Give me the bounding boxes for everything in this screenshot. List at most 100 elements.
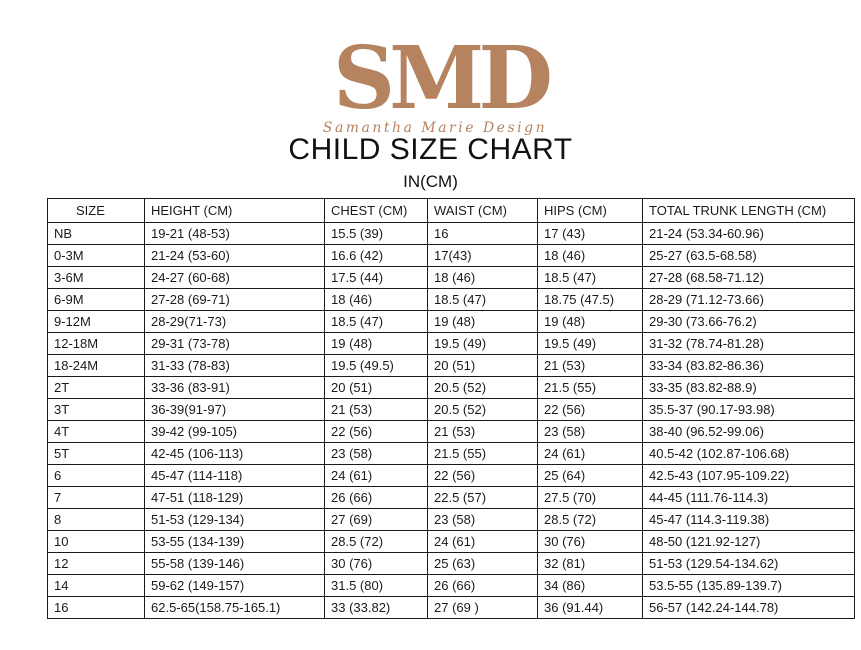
table-row: 14 59-62 (149-157) 31.5 (80) 26 (66) 34 (86)… bbox=[47, 574, 855, 597]
table-row: 3T 36-39(91-97) 21 (53) 20.5 (52) 22 (56) 35.… bbox=[47, 398, 855, 421]
table-row: NB 19-21 (48-53) 15.5 (39) 16 17 (43) 21-24 (… bbox=[47, 222, 855, 245]
table-cell: 23 (58) bbox=[427, 508, 538, 531]
table-cell: 19.5 (49) bbox=[537, 332, 643, 355]
table-cell: 19.5 (49) bbox=[427, 332, 538, 355]
table-row: 7 47-51 (118-129) 26 (66) 22.5 (57) 27.5 (70… bbox=[47, 486, 855, 509]
table-cell: 26 (66) bbox=[324, 486, 428, 509]
table-row: 4T 39-42 (99-105) 22 (56) 21 (53) 23 (58) 38-… bbox=[47, 420, 855, 443]
table-row: 6-9M 27-28 (69-71) 18 (46) 18.5 (47) 18.75 (… bbox=[47, 288, 855, 311]
table-cell: 21 (53) bbox=[427, 420, 538, 443]
table-cell: 19.5 (49.5) bbox=[324, 354, 428, 377]
table-cell: 18 (46) bbox=[427, 266, 538, 289]
table-cell: 42.5-43 (107.95-109.22) bbox=[642, 464, 855, 487]
column-header: TOTAL TRUNK LENGTH (CM) bbox=[642, 198, 855, 223]
table-cell: 27-28 (68.58-71.12) bbox=[642, 266, 855, 289]
table-row: 12-18M 29-31 (73-78) 19 (48) 19.5 (49) 19.5 … bbox=[47, 332, 855, 355]
table-cell: 21-24 (53-60) bbox=[144, 244, 325, 267]
table-cell: 18 (46) bbox=[324, 288, 428, 311]
table-cell: 53-55 (134-139) bbox=[144, 530, 325, 553]
table-cell: 18-24M bbox=[47, 354, 145, 377]
table-cell: 62.5-65(158.75-165.1) bbox=[144, 596, 325, 619]
table-cell: 19 (48) bbox=[324, 332, 428, 355]
table-cell: 16 bbox=[427, 222, 538, 245]
logo-monogram: SMD bbox=[333, 30, 549, 129]
table-cell: 12 bbox=[47, 552, 145, 575]
column-header: HIPS (CM) bbox=[537, 198, 643, 223]
table-cell: 27-28 (69-71) bbox=[144, 288, 325, 311]
table-cell: 33 (33.82) bbox=[324, 596, 428, 619]
table-cell: 27 (69) bbox=[324, 508, 428, 531]
table-cell: 26 (66) bbox=[427, 574, 538, 597]
table-row: 6 45-47 (114-118) 24 (61) 22 (56) 25 (64) 42.… bbox=[47, 464, 855, 487]
table-body: NB 19-21 (48-53) 15.5 (39) 16 17 (43) 21-24 (… bbox=[47, 222, 855, 619]
column-header: CHEST (CM) bbox=[324, 198, 428, 223]
table-row: 18-24M 31-33 (78-83) 19.5 (49.5) 20 (51) 21 … bbox=[47, 354, 855, 377]
table-row: 9-12M 28-29(71-73) 18.5 (47) 19 (48) 19 (48)… bbox=[47, 310, 855, 333]
table-cell: 33-36 (83-91) bbox=[144, 376, 325, 399]
table-row: 5T 42-45 (106-113) 23 (58) 21.5 (55) 24 (61)… bbox=[47, 442, 855, 465]
table-cell: 17(43) bbox=[427, 244, 538, 267]
table-cell: 21 (53) bbox=[537, 354, 643, 377]
page-subtitle: IN(CM) bbox=[403, 172, 458, 191]
table-cell: 23 (58) bbox=[537, 420, 643, 443]
table-cell: 56-57 (142.24-144.78) bbox=[642, 596, 855, 619]
table-row: 10 53-55 (134-139) 28.5 (72) 24 (61) 30 (76)… bbox=[47, 530, 855, 553]
table-cell: 6 bbox=[47, 464, 145, 487]
table-cell: 18.5 (47) bbox=[324, 310, 428, 333]
table-cell: 3T bbox=[47, 398, 145, 421]
table-cell: 28.5 (72) bbox=[324, 530, 428, 553]
table-cell: 19 (48) bbox=[537, 310, 643, 333]
table-cell: 28.5 (72) bbox=[537, 508, 643, 531]
table-header-row: SIZE HEIGHT (CM) CHEST (CM) WAIST (CM) HIPS … bbox=[47, 198, 855, 223]
table-row: 12 55-58 (139-146) 30 (76) 25 (63) 32 (81) 51… bbox=[47, 552, 855, 575]
table-cell: 19-21 (48-53) bbox=[144, 222, 325, 245]
size-chart-table: SIZE HEIGHT (CM) CHEST (CM) WAIST (CM) HIPS … bbox=[47, 198, 855, 619]
table-cell: 45-47 (114-118) bbox=[144, 464, 325, 487]
table-cell: 31.5 (80) bbox=[324, 574, 428, 597]
table-cell: 7 bbox=[47, 486, 145, 509]
table-cell: 28-29(71-73) bbox=[144, 310, 325, 333]
table-cell: 20 (51) bbox=[324, 376, 428, 399]
table-cell: 12-18M bbox=[47, 332, 145, 355]
table-cell: 31-32 (78.74-81.28) bbox=[642, 332, 855, 355]
table-cell: 6-9M bbox=[47, 288, 145, 311]
page-title: CHILD SIZE CHART bbox=[288, 133, 573, 166]
table-row: 3-6M 24-27 (60-68) 17.5 (44) 18 (46) 18.5 (4… bbox=[47, 266, 855, 289]
table-cell: 42-45 (106-113) bbox=[144, 442, 325, 465]
table-cell: 39-42 (99-105) bbox=[144, 420, 325, 443]
table-cell: 29-31 (73-78) bbox=[144, 332, 325, 355]
table-cell: 36 (91.44) bbox=[537, 596, 643, 619]
table-cell: 45-47 (114.3-119.38) bbox=[642, 508, 855, 531]
table-cell: 19 (48) bbox=[427, 310, 538, 333]
table-cell: 5T bbox=[47, 442, 145, 465]
table-cell: 38-40 (96.52-99.06) bbox=[642, 420, 855, 443]
table-cell: 55-58 (139-146) bbox=[144, 552, 325, 575]
table-cell: 22.5 (57) bbox=[427, 486, 538, 509]
table-cell: 21.5 (55) bbox=[537, 376, 643, 399]
table-cell: 21 (53) bbox=[324, 398, 428, 421]
column-header: SIZE bbox=[47, 198, 145, 223]
table-cell: 51-53 (129.54-134.62) bbox=[642, 552, 855, 575]
table-cell: 28-29 (71.12-73.66) bbox=[642, 288, 855, 311]
table-cell: 20.5 (52) bbox=[427, 398, 538, 421]
table-cell: 24 (61) bbox=[324, 464, 428, 487]
table-cell: 51-53 (129-134) bbox=[144, 508, 325, 531]
table-row: 16 62.5-65(158.75-165.1) 33 (33.82) 27 (69 … bbox=[47, 596, 855, 619]
table-cell: 47-51 (118-129) bbox=[144, 486, 325, 509]
table-cell: 27 (69 ) bbox=[427, 596, 538, 619]
table-cell: 10 bbox=[47, 530, 145, 553]
table-cell: 16.6 (42) bbox=[324, 244, 428, 267]
brand-logo: SMD Samantha Marie Design bbox=[323, 30, 555, 136]
table-cell: 22 (56) bbox=[537, 398, 643, 421]
table-cell: 23 (58) bbox=[324, 442, 428, 465]
column-header: HEIGHT (CM) bbox=[144, 198, 325, 223]
table-cell: 25 (64) bbox=[537, 464, 643, 487]
table-cell: 17.5 (44) bbox=[324, 266, 428, 289]
table-cell: 21.5 (55) bbox=[427, 442, 538, 465]
table-row: 2T 33-36 (83-91) 20 (51) 20.5 (52) 21.5 (55)… bbox=[47, 376, 855, 399]
table-cell: 24 (61) bbox=[537, 442, 643, 465]
table-cell: 22 (56) bbox=[324, 420, 428, 443]
table-cell: 17 (43) bbox=[537, 222, 643, 245]
table-cell: 20 (51) bbox=[427, 354, 538, 377]
table-cell: 29-30 (73.66-76.2) bbox=[642, 310, 855, 333]
